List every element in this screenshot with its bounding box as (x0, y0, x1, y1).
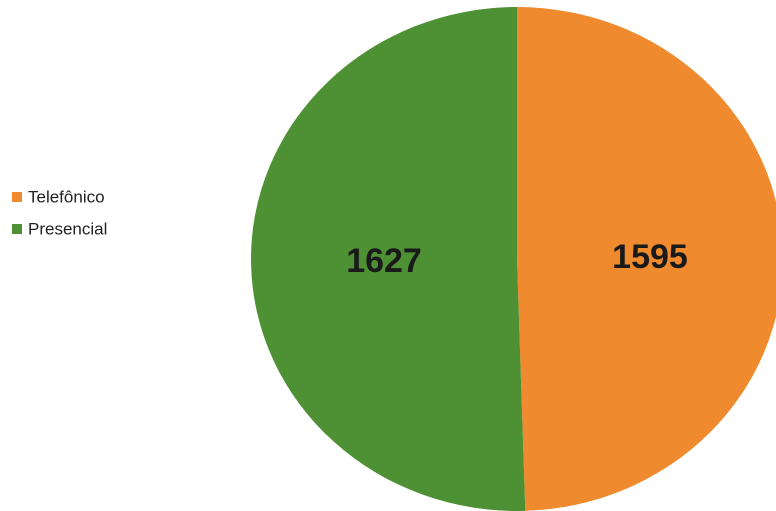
pie-slice (517, 7, 776, 511)
pie-slice (251, 7, 526, 511)
legend-swatch (12, 224, 22, 234)
value-label: 1595 (612, 238, 688, 276)
legend-label: Presencial (28, 219, 107, 238)
legend-swatch (12, 192, 22, 202)
legend-label: Telefônico (28, 187, 105, 206)
value-label: 1627 (346, 242, 422, 280)
